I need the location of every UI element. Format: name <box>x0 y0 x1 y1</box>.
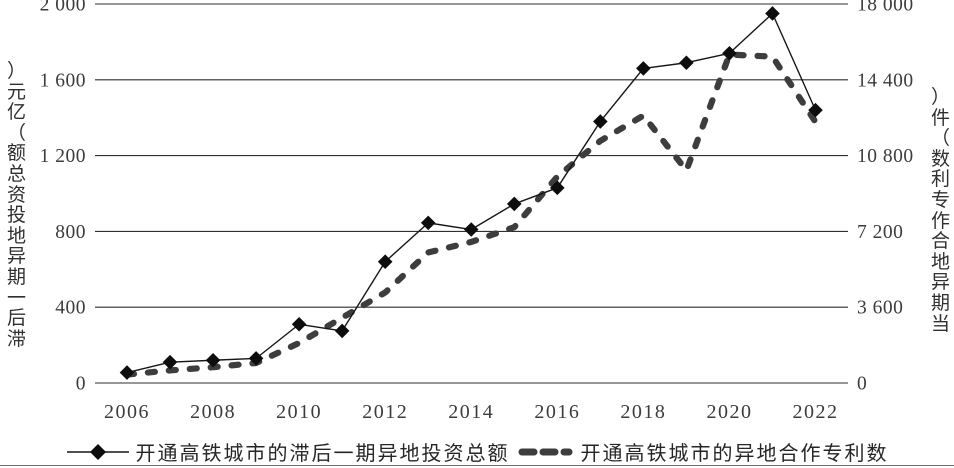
figure-bottom-rule <box>0 465 954 466</box>
right-axis-tick-label: 10 800 <box>857 146 914 167</box>
diamond-data-point-marker <box>765 6 780 21</box>
right-y-axis-title: ）件（数利专作合地异期当 <box>930 87 950 335</box>
diamond-data-point-marker <box>334 323 350 339</box>
left-axis-tick-label: 400 <box>55 298 86 319</box>
left-axis-tick-label: 800 <box>55 222 86 243</box>
diamond-data-point-marker <box>722 45 737 61</box>
legend-item-patents: 开通高铁城市的异地合作专利数 <box>517 437 889 466</box>
x-axis-tick-label: 2008 <box>190 401 236 423</box>
x-axis-tick-label: 2022 <box>793 401 839 423</box>
diamond-line-marker-icon <box>66 443 129 460</box>
diamond-data-point-marker <box>420 215 436 231</box>
diamond-data-point-marker <box>205 352 221 368</box>
diamond-data-point-marker <box>808 102 823 118</box>
diamond-data-point-marker <box>291 316 307 332</box>
right-axis-tick-label: 18 000 <box>857 0 914 16</box>
left-axis-tick-label: 0 <box>76 374 86 395</box>
diamond-data-point-marker <box>550 180 565 196</box>
diamond-data-point-marker <box>593 114 608 129</box>
x-axis-tick-label: 2014 <box>448 401 494 423</box>
diamond-data-point-marker <box>377 254 393 270</box>
series-patents-dashed-line <box>123 51 819 378</box>
x-axis-tick-label: 2018 <box>620 401 666 423</box>
right-axis-tick-label: 14 400 <box>857 70 914 91</box>
x-axis-tick-label: 2012 <box>362 401 408 423</box>
diamond-data-point-marker <box>463 222 479 237</box>
chart-legend: 开通高铁城市的滞后一期异地投资总额 开通高铁城市的异地合作专利数 <box>0 437 954 466</box>
x-axis-tick-label: 2020 <box>706 401 752 423</box>
diamond-data-point-marker <box>119 365 135 380</box>
x-axis-tick-label: 2006 <box>104 401 150 423</box>
thick-dash-marker-icon <box>518 448 572 455</box>
x-axis-tick-label: 2010 <box>276 401 322 423</box>
series-investment-solid-line <box>126 12 817 374</box>
right-axis-tick-label: 0 <box>857 374 867 395</box>
legend-item-investment: 开通高铁城市的滞后一期异地投资总额 <box>66 437 510 466</box>
right-axis-tick-label: 3 600 <box>857 298 903 319</box>
x-axis-tick-label: 2016 <box>534 401 580 423</box>
diamond-data-point-marker <box>248 351 264 366</box>
left-axis-tick-label: 2 000 <box>40 0 86 16</box>
left-y-axis-title: ）元亿（额总资投地异期一后滞 <box>7 61 27 350</box>
diamond-data-point-marker <box>162 354 178 370</box>
diamond-data-point-marker <box>679 55 694 71</box>
legend-label-patents: 开通高铁城市的异地合作专利数 <box>580 443 889 465</box>
left-axis-tick-label: 1 600 <box>40 70 86 91</box>
left-axis-tick-label: 1 200 <box>40 146 86 167</box>
legend-label-investment: 开通高铁城市的滞后一期异地投资总额 <box>135 443 510 465</box>
diamond-data-point-marker <box>636 61 651 76</box>
diamond-data-point-marker <box>506 196 522 212</box>
right-axis-tick-label: 7 200 <box>857 222 903 243</box>
